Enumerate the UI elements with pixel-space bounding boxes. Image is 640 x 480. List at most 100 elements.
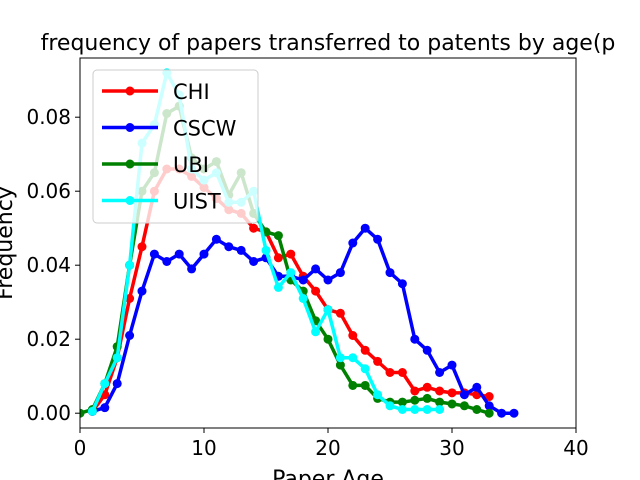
data-point [410,395,420,405]
data-point [335,308,345,318]
data-point [187,264,197,274]
data-point [261,245,271,255]
data-point [397,368,407,377]
series-cscw [87,223,519,418]
data-point [323,275,333,285]
data-point [472,382,482,392]
data-point [125,294,135,303]
data-point [459,390,469,400]
data-point [435,397,445,407]
y-tick-label: 0.06 [26,179,71,203]
data-point [149,249,159,259]
legend-label: UBI [173,153,209,177]
data-point [422,382,432,392]
data-point [273,253,283,263]
data-point [348,380,358,390]
data-point [80,408,85,418]
data-point [373,234,383,244]
y-tick-label: 0.02 [26,327,71,351]
data-point [112,379,122,389]
data-point [137,242,147,252]
data-point [137,286,147,296]
data-point [112,353,122,363]
data-point [125,260,135,270]
data-point [87,406,97,416]
data-point [385,401,395,411]
data-point [484,401,494,411]
data-point [422,345,432,355]
data-point [385,368,395,377]
data-point [410,334,420,344]
data-point [323,334,333,344]
data-point [447,360,457,370]
x-axis-label: Paper Age [272,467,384,480]
data-point [224,242,234,252]
data-point [410,405,420,414]
data-point [422,405,432,414]
data-point [286,249,296,259]
data-point [335,268,345,278]
data-point [385,268,395,278]
y-axis: 0.00 0.02 0.04 0.06 0.08 [26,105,80,425]
data-point [236,245,246,255]
data-point [360,380,370,390]
legend-item: CSCW [102,117,237,141]
legend-swatch-marker [125,86,135,96]
data-point [497,408,507,418]
x-tick-label: 20 [315,436,340,460]
data-point [360,364,370,374]
legend: CHI CSCW UBI UIST [92,69,259,224]
y-axis-label: Frequency [0,186,18,300]
data-point [435,368,445,377]
data-point [311,264,321,274]
data-point [397,405,407,414]
data-point [348,353,358,363]
data-point [311,327,321,337]
legend-item: UIST [102,190,221,214]
y-tick-label: 0.04 [26,253,71,277]
data-point [162,257,172,266]
legend-label: UIST [173,190,221,214]
data-point [174,249,184,259]
data-point [509,408,519,418]
data-point [273,282,283,292]
data-point [447,388,457,398]
x-axis: 0 10 20 30 40 [74,428,589,460]
data-point [100,403,110,413]
data-point [360,345,370,355]
data-point [484,392,494,402]
legend-label: CHI [173,80,210,104]
legend-box [92,69,259,224]
legend-swatch-marker [125,123,135,132]
data-point [410,386,420,396]
data-point [397,397,407,407]
data-point [484,408,494,418]
legend-swatch-marker [125,159,135,169]
data-point [335,353,345,363]
data-point [100,379,110,389]
chart-title: frequency of papers transferred to paten… [41,31,616,56]
legend-swatch-marker [125,196,135,205]
data-point [373,356,383,366]
data-point [335,360,345,370]
data-point [435,405,445,414]
data-point [435,386,445,396]
data-point [323,305,333,315]
data-point [447,399,457,409]
x-tick-label: 30 [439,436,464,460]
data-point [199,249,209,259]
data-point [211,234,221,244]
data-point [249,257,259,266]
data-point [249,223,259,233]
y-tick-label: 0.00 [26,401,71,425]
data-point [422,393,432,403]
data-point [397,279,407,289]
x-tick-label: 10 [191,436,216,460]
data-point [273,231,283,241]
x-tick-label: 40 [563,436,588,460]
data-point [286,268,296,278]
data-point [298,294,308,303]
data-point [311,286,321,296]
data-point [360,223,370,233]
